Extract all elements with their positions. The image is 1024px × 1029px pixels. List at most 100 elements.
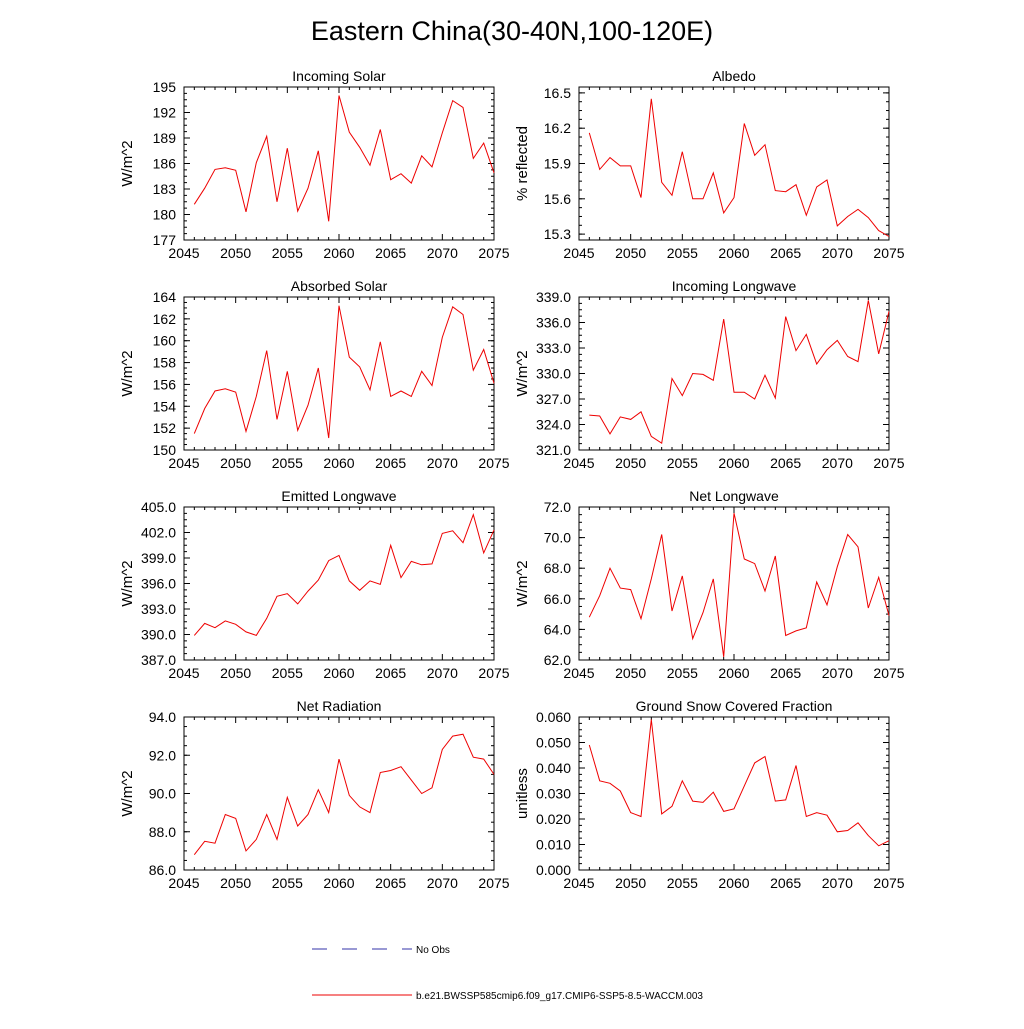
series-line [588,98,890,237]
panel-title: Albedo [712,68,756,84]
y-tick-label: 150 [153,442,177,458]
x-tick-label: 2055 [272,245,303,261]
x-tick-label: 2070 [427,245,458,261]
y-tick-label: 195 [153,79,177,95]
chart-panels: Incoming Solar W/m^2 2045 2050 2055 2060 2065 2… [119,68,905,891]
series-line [193,305,495,439]
x-tick-label: 2060 [718,455,749,471]
x-tick-label: 2055 [667,455,698,471]
x-tick-label: 2055 [667,245,698,261]
x-tick-label: 2070 [822,665,853,681]
panel-title: Emitted Longwave [281,488,396,504]
x-tick-label: 2075 [873,245,904,261]
x-tick-label: 2055 [667,665,698,681]
y-tick-label: 16.2 [544,120,571,136]
x-tick-label: 2060 [323,455,354,471]
y-tick-label: 158 [153,355,177,371]
y-axis-label: W/m^2 [119,350,136,396]
plot-frame [578,296,890,451]
panel-title: Incoming Solar [292,68,386,84]
x-tick-label: 2075 [478,665,509,681]
y-axis-label: W/m^2 [119,770,136,816]
x-tick-label: 2045 [563,875,594,891]
plot-frame [183,296,495,451]
y-axis-label: W/m^2 [119,560,136,606]
figure-title: Eastern China(30-40N,100-120E) [311,16,713,46]
x-tick-label: 2075 [873,875,904,891]
y-tick-label: 192 [153,105,177,121]
x-tick-label: 2045 [168,455,199,471]
chart-panel-1: Incoming Solar W/m^2 2045 2050 2055 2060 2065 2… [119,68,510,261]
legend-label-model: b.e21.BWSSP585cmip6.f09_g17.CMIP6-SSP5-8… [416,991,703,1002]
x-tick-label: 2045 [563,665,594,681]
panel-title: Net Longwave [689,488,779,504]
y-tick-label: 152 [153,420,177,436]
x-tick-label: 2045 [168,665,199,681]
y-axis-label: W/m^2 [514,350,531,396]
y-tick-label: 321.0 [536,442,571,458]
x-tick-label: 2065 [770,665,801,681]
y-tick-label: 327.0 [536,391,571,407]
x-tick-label: 2070 [822,455,853,471]
y-tick-label: 387.0 [141,652,176,668]
series-line [193,733,495,856]
y-tick-label: 16.5 [544,85,571,101]
y-tick-label: 0.040 [536,760,571,776]
y-tick-label: 154 [153,398,177,414]
x-tick-label: 2045 [168,245,199,261]
x-tick-label: 2050 [220,455,251,471]
y-tick-label: 393.0 [141,601,176,617]
y-tick-label: 72.0 [544,499,571,515]
x-tick-label: 2070 [427,455,458,471]
x-tick-label: 2070 [822,875,853,891]
y-tick-label: 86.0 [149,862,176,878]
y-tick-label: 399.0 [141,550,176,566]
y-tick-label: 88.0 [149,824,176,840]
series-line [193,95,495,222]
y-tick-label: 333.0 [536,340,571,356]
y-tick-label: 68.0 [544,560,571,576]
x-tick-label: 2045 [168,875,199,891]
x-tick-label: 2050 [615,455,646,471]
y-tick-label: 0.010 [536,837,571,853]
x-tick-label: 2045 [563,245,594,261]
y-tick-label: 90.0 [149,786,176,802]
y-tick-label: 15.3 [544,226,571,242]
x-tick-label: 2060 [718,665,749,681]
plot-frame [578,506,890,661]
y-tick-label: 156 [153,376,177,392]
y-tick-label: 0.000 [536,862,571,878]
plot-frame [183,506,495,661]
x-tick-label: 2065 [375,875,406,891]
y-tick-label: 15.9 [544,156,571,172]
x-tick-label: 2060 [718,875,749,891]
chart-panel-3: Absorbed Solar W/m^2 2045 2050 2055 2060 2065 2… [119,278,510,471]
x-tick-label: 2060 [323,665,354,681]
x-tick-label: 2045 [563,455,594,471]
panel-title: Incoming Longwave [672,278,797,294]
y-tick-label: 162 [153,311,177,327]
chart-panel-5: Emitted Longwave W/m^2 2045 2050 2055 2060 206… [119,488,510,681]
panel-title: Net Radiation [297,698,382,714]
series-line [193,512,495,637]
y-tick-label: 177 [153,232,177,248]
y-tick-label: 66.0 [544,591,571,607]
x-tick-label: 2070 [822,245,853,261]
y-tick-label: 62.0 [544,652,571,668]
y-tick-label: 339.0 [536,289,571,305]
x-tick-label: 2075 [478,245,509,261]
chart-panel-6: Net Longwave W/m^2 2045 2050 2055 2060 2065 207… [514,488,905,681]
x-tick-label: 2065 [770,455,801,471]
x-tick-label: 2075 [478,455,509,471]
x-tick-label: 2065 [770,245,801,261]
series-line [588,719,890,847]
x-tick-label: 2075 [873,455,904,471]
x-tick-label: 2060 [323,245,354,261]
y-tick-label: 324.0 [536,417,571,433]
y-axis-label: unitless [514,768,531,819]
legend: No Obs b.e21.BWSSP585cmip6.f09_g17.CMIP6-… [312,945,703,1002]
y-tick-label: 0.050 [536,735,571,751]
y-tick-label: 336.0 [536,315,571,331]
